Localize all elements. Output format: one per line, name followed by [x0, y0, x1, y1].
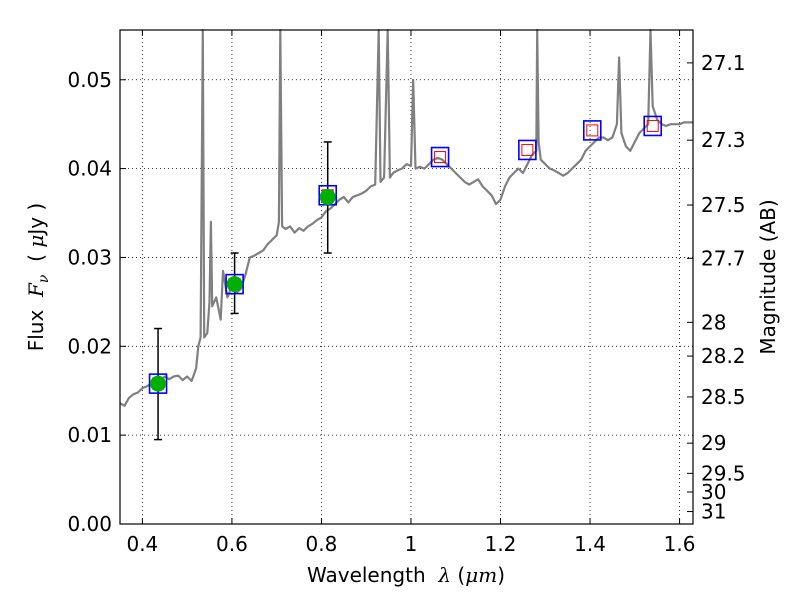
y-tick-label: 0.00 — [67, 512, 112, 536]
markers — [148, 115, 663, 394]
x-tick-label: 1.4 — [574, 532, 606, 556]
y2-tick-label: 28.5 — [701, 385, 746, 409]
model-square-outer — [643, 115, 663, 137]
model-square-outer — [582, 120, 602, 141]
y2-tick-label: 29.5 — [701, 461, 746, 485]
y2-axis-title: Magnitude (AB) — [756, 199, 780, 354]
y2-tick-label: 31 — [701, 500, 726, 524]
model-square-inner — [521, 143, 534, 156]
sed-line-path — [119, 28, 693, 407]
axis-ticks: 0.4 0.6 0.8 1 1.2 1.4 1.6 0.00 0.01 0.02 0.03 0.04 0… — [67, 30, 746, 556]
x-axis-title: Wavelength λ (μm) — [307, 563, 505, 587]
observed-point — [150, 375, 167, 392]
y2-tick-label: 27.3 — [701, 128, 746, 152]
y-tick-label: 0.04 — [67, 157, 112, 181]
model-square-outer — [148, 373, 168, 394]
y2-tick-label: 27.1 — [701, 51, 746, 75]
y2-tick-label: 30 — [701, 480, 726, 504]
observed-point — [226, 276, 243, 293]
plot-frame — [119, 29, 694, 525]
y2-tick-label: 27.7 — [701, 246, 746, 270]
y-tick-label: 0.02 — [67, 334, 112, 358]
y-tick-label: 0.01 — [67, 423, 112, 447]
model-square-inner — [646, 119, 659, 132]
y2-tick-label: 27.5 — [701, 193, 746, 217]
y-tick-label: 0.03 — [67, 245, 112, 269]
x-tick-label: 1.2 — [485, 532, 517, 556]
model-square-inner — [586, 124, 599, 137]
y2-tick-label: 29 — [701, 431, 726, 455]
y-axis-title: Flux Fν ( μJy ) — [24, 203, 52, 352]
y2-tick-label: 28 — [701, 310, 726, 334]
model-square-outer — [430, 146, 450, 168]
sed-template-line — [119, 28, 693, 407]
x-tick-label: 0.4 — [126, 532, 158, 556]
model-square-inner — [434, 151, 447, 164]
x-tick-label: 0.8 — [306, 532, 338, 556]
x-tick-label: 0.6 — [216, 532, 248, 556]
model-square-outer — [518, 139, 537, 161]
y2-tick-label: 28.2 — [701, 344, 746, 368]
y-tick-label: 0.05 — [67, 68, 112, 92]
model-square-outer — [225, 273, 244, 295]
observed-point — [319, 189, 336, 206]
x-tick-label: 1.6 — [664, 532, 696, 556]
grid-lines — [120, 30, 693, 525]
x-tick-label: 1 — [405, 532, 418, 556]
